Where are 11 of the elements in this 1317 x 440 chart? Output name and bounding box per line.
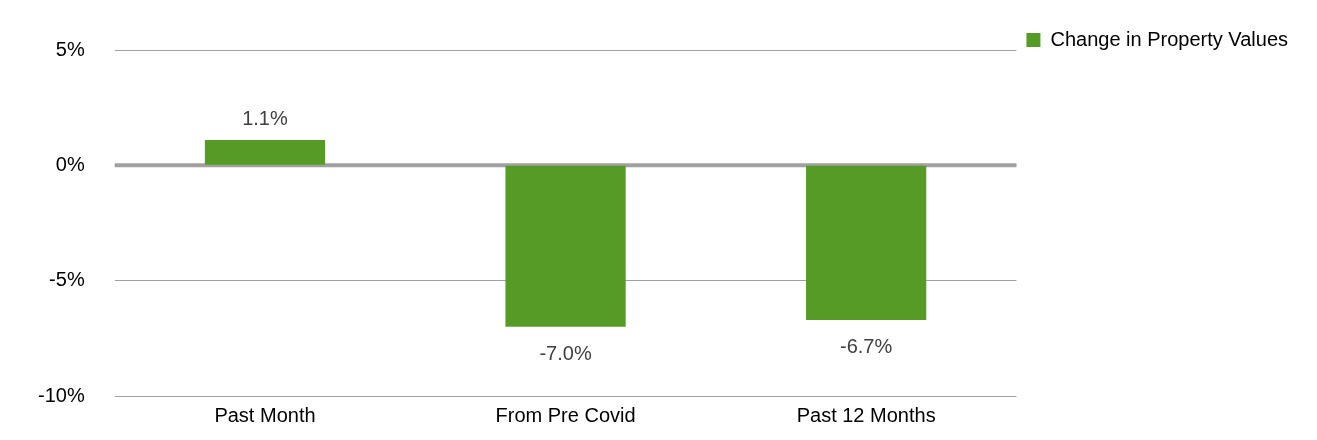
y-tick-label: 0% xyxy=(55,152,85,175)
y-tick-label: -5% xyxy=(49,268,85,291)
x-tick-label: From Pre Covid xyxy=(495,403,636,426)
y-tick-label: -10% xyxy=(37,383,85,406)
data-label: -6.7% xyxy=(840,335,893,358)
x-tick-label: Past 12 Months xyxy=(796,403,936,426)
data-label: 1.1% xyxy=(242,107,288,130)
y-tick-label: 5% xyxy=(55,37,85,60)
data-label: -7.0% xyxy=(539,342,592,365)
x-tick-label: Past Month xyxy=(214,403,316,426)
legend-label: Change in Property Values xyxy=(1050,27,1289,50)
